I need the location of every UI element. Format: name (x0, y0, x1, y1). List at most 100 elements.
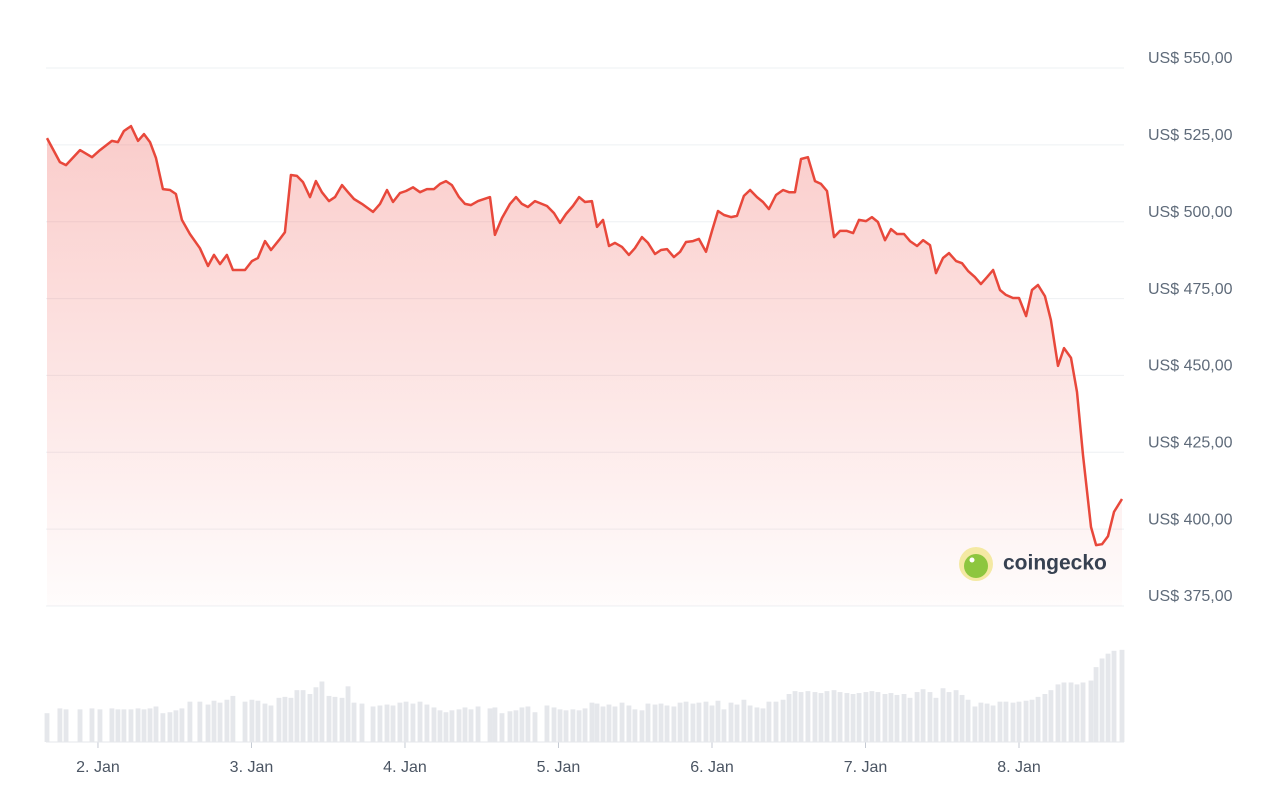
volume-bar (1099, 658, 1105, 742)
volume-bar (645, 703, 651, 742)
volume-bar (197, 701, 203, 742)
volume-bar (805, 691, 811, 742)
volume-bar (115, 709, 121, 742)
volume-bar (933, 697, 939, 742)
volume-bar (173, 710, 179, 742)
volume-bar (576, 710, 582, 742)
volume-bar (462, 707, 468, 742)
volume-bar (798, 692, 804, 742)
volume-bar (709, 705, 715, 742)
volume-bar (741, 699, 747, 742)
volume-bar (384, 704, 390, 742)
volume-bar (856, 693, 862, 742)
volume-bar (927, 692, 933, 742)
volume-bar (525, 706, 531, 742)
volume-bar (167, 712, 173, 742)
volume-bar (89, 708, 95, 742)
volume-bar (307, 694, 313, 742)
volume-bar (869, 691, 875, 742)
volume-bar (754, 707, 760, 742)
volume-bar (187, 701, 193, 742)
volume-bar (77, 709, 83, 742)
volume-bar (230, 695, 236, 742)
volume-bar (940, 688, 946, 742)
volume-bar (217, 702, 223, 742)
volume-bar (563, 710, 569, 742)
y-tick-label: US$ 425,00 (1148, 435, 1233, 452)
volume-bar (766, 701, 772, 742)
volume-bar (417, 701, 423, 742)
volume-bar (326, 695, 332, 742)
volume-bar (882, 694, 888, 742)
volume-bar (594, 703, 600, 742)
volume-bar (128, 709, 134, 742)
volume-bar (844, 693, 850, 742)
volume-bar (658, 703, 664, 742)
volume-bar (1023, 700, 1029, 742)
volume-bar (1074, 684, 1080, 742)
volume-bar (1035, 696, 1041, 742)
volume-bar (332, 696, 338, 742)
volume-bar (319, 681, 325, 742)
price-line (45, 124, 1124, 547)
volume-bar (824, 691, 830, 742)
volume-bar (507, 711, 513, 742)
x-tick-label: 6. Jan (690, 759, 734, 776)
volume-bar (456, 709, 462, 742)
x-tick-label: 4. Jan (383, 759, 427, 776)
volume-bar (345, 686, 351, 742)
volume-bar (1068, 682, 1074, 742)
volume-bar (282, 696, 288, 742)
y-tick-label: US$ 525,00 (1148, 127, 1233, 144)
volume-bar (715, 700, 721, 742)
volume-bar (255, 700, 261, 742)
volume-bar (135, 708, 141, 742)
volume-bar (249, 699, 255, 742)
volume-bar (1111, 650, 1117, 742)
volume-bar (1119, 649, 1125, 742)
volume-bar (1088, 680, 1094, 742)
x-tick-label: 8. Jan (997, 759, 1041, 776)
volume-bar (1105, 653, 1111, 742)
volume-bar (294, 690, 300, 742)
volume-bar (44, 713, 50, 742)
volume-bar (141, 709, 147, 742)
volume-bar (875, 692, 881, 742)
volume-bar (519, 707, 525, 742)
volume-bar (532, 712, 538, 742)
volume-bar (390, 705, 396, 742)
volume-bar (153, 706, 159, 742)
volume-bar (351, 702, 357, 742)
volume-bar (606, 704, 612, 742)
volume-bar (978, 702, 984, 742)
volume-bar (1003, 701, 1009, 742)
volume-bar (831, 690, 837, 742)
volume-bar (959, 694, 965, 742)
volume-bar (224, 699, 230, 742)
volume-bar (760, 708, 766, 742)
volume-bar (850, 694, 856, 742)
volume-bar (914, 692, 920, 742)
volume-bar (1061, 682, 1067, 742)
volume-bar (953, 690, 959, 742)
volume-bar (1029, 699, 1035, 742)
axes: US$ 550,00 US$ 525,00 US$ 500,00 US$ 475,00… (46, 50, 1233, 776)
volume-bar (513, 710, 519, 742)
volume-bar (242, 701, 248, 742)
volume-bar (570, 709, 576, 742)
volume-bar (300, 690, 306, 742)
volume-bar (901, 694, 907, 742)
volume-bar (449, 710, 455, 742)
volume-bar (397, 702, 403, 742)
volume-bar (721, 709, 727, 742)
y-tick-label: US$ 400,00 (1148, 511, 1233, 528)
watermark: coingecko (959, 547, 1107, 581)
volume-bar (639, 710, 645, 742)
volume-bar (276, 697, 282, 742)
volume-bar (671, 706, 677, 742)
volume-bar (268, 705, 274, 742)
y-tick-label: US$ 550,00 (1148, 50, 1233, 67)
volume-bar (894, 694, 900, 742)
watermark-text: coingecko (1003, 552, 1107, 575)
